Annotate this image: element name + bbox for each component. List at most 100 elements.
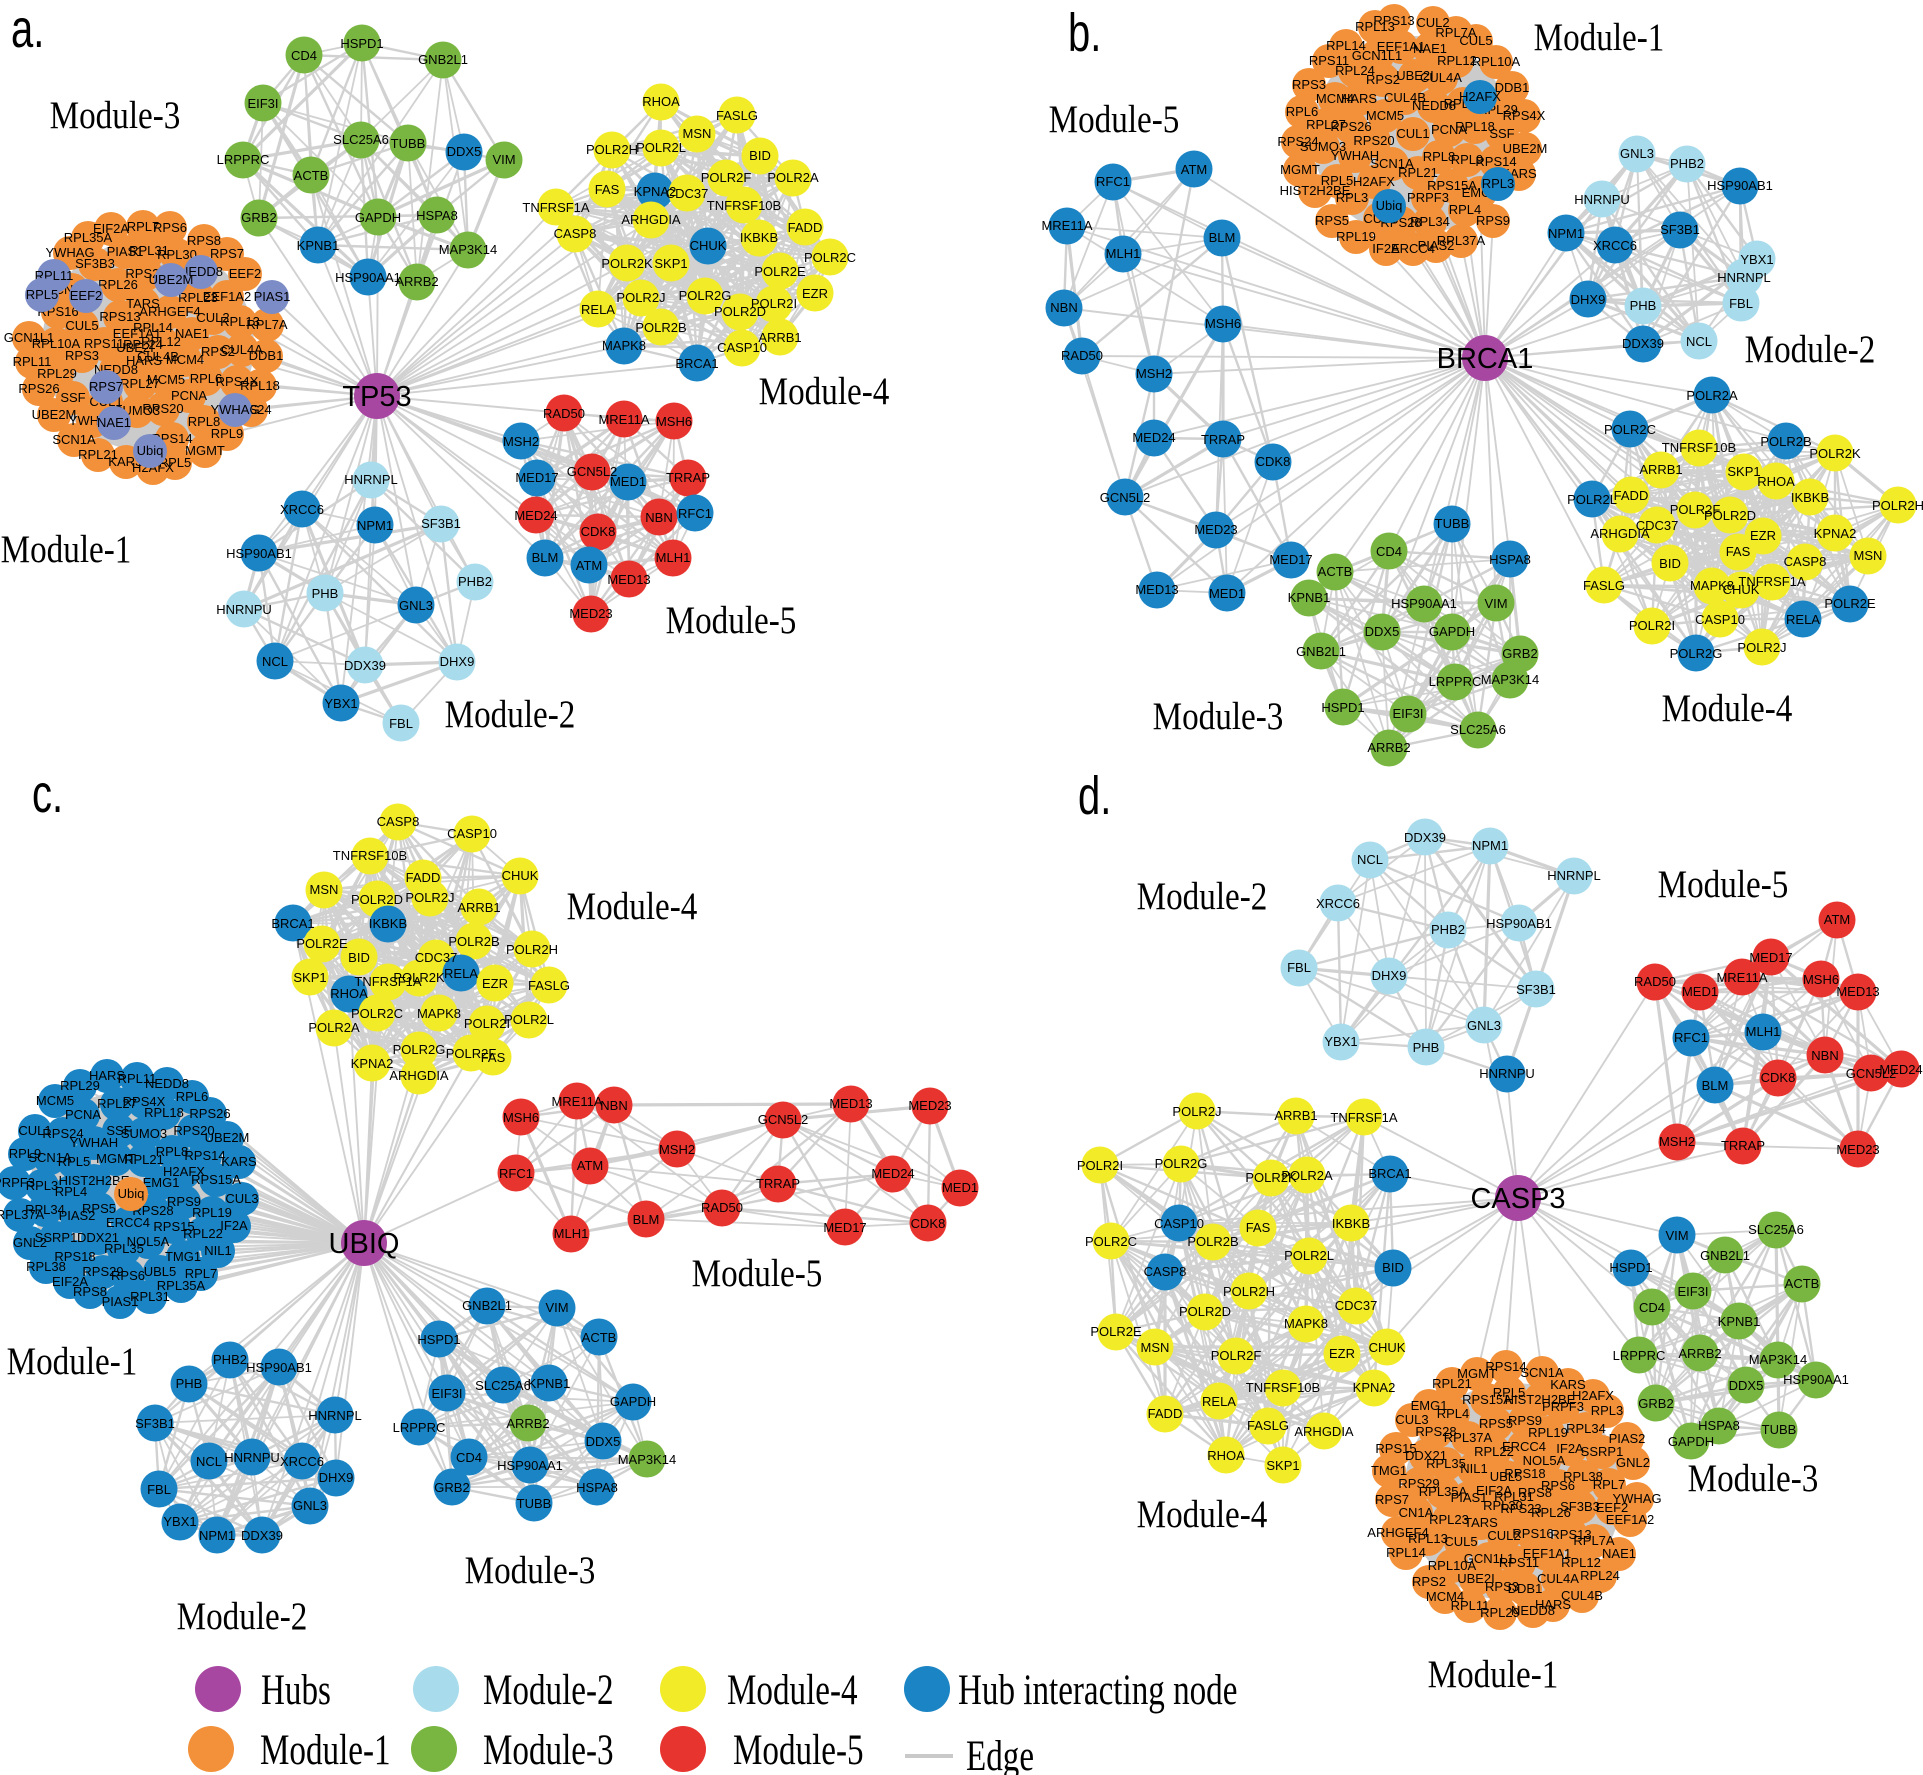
svg-text:EEF2: EEF2 <box>1596 1500 1629 1515</box>
svg-text:Module-3: Module-3 <box>465 1549 596 1592</box>
svg-text:LRPPRC: LRPPRC <box>1429 674 1482 689</box>
svg-text:Module-4: Module-4 <box>1137 1493 1268 1536</box>
svg-text:VIM: VIM <box>545 1300 568 1315</box>
svg-text:RPL22: RPL22 <box>1474 1444 1514 1459</box>
svg-text:SF3B1: SF3B1 <box>421 516 461 531</box>
svg-text:PIAS2: PIAS2 <box>1609 1431 1646 1446</box>
svg-text:HSP90AB1: HSP90AB1 <box>1486 916 1552 931</box>
svg-text:BLM: BLM <box>1209 230 1236 245</box>
svg-text:IF2A: IF2A <box>220 1218 248 1233</box>
svg-text:RPL9: RPL9 <box>9 1146 42 1161</box>
svg-text:UBE2I: UBE2I <box>1457 1571 1495 1586</box>
svg-text:CUL4A: CUL4A <box>1537 1571 1579 1586</box>
svg-text:PIAS2: PIAS2 <box>59 1208 96 1223</box>
svg-text:SF3B1: SF3B1 <box>1516 982 1556 997</box>
svg-text:MED23: MED23 <box>1194 522 1237 537</box>
svg-text:CHUK: CHUK <box>1369 1340 1406 1355</box>
svg-text:TARS: TARS <box>1464 1515 1498 1530</box>
svg-text:RFC1: RFC1 <box>499 1166 533 1181</box>
svg-text:TARS: TARS <box>126 296 160 311</box>
svg-text:MLH1: MLH1 <box>554 1226 589 1241</box>
svg-text:POLR2G: POLR2G <box>679 288 732 303</box>
svg-text:RPS8: RPS8 <box>187 233 221 248</box>
svg-text:POLR2F: POLR2F <box>1670 502 1721 517</box>
svg-text:RPL3: RPL3 <box>26 1178 59 1193</box>
svg-text:H2AFX: H2AFX <box>163 1164 205 1179</box>
svg-text:CDC37: CDC37 <box>415 950 458 965</box>
svg-text:POLR2A: POLR2A <box>1281 1168 1333 1183</box>
svg-text:YWHAH: YWHAH <box>1331 148 1379 163</box>
svg-text:HSPD1: HSPD1 <box>1609 1260 1652 1275</box>
svg-text:RHOA: RHOA <box>1207 1448 1245 1463</box>
svg-text:RPL26: RPL26 <box>98 277 138 292</box>
svg-text:CDC37: CDC37 <box>1636 518 1679 533</box>
svg-text:GRB2: GRB2 <box>1638 1396 1673 1411</box>
svg-text:Module-1: Module-1 <box>260 1727 391 1774</box>
svg-text:NAE1: NAE1 <box>1413 41 1447 56</box>
svg-text:EIF2A: EIF2A <box>52 1274 88 1289</box>
svg-text:HARS: HARS <box>1535 1597 1571 1612</box>
svg-text:ARRB2: ARRB2 <box>506 1416 549 1431</box>
svg-text:Module-4: Module-4 <box>1662 687 1793 730</box>
svg-text:RPL19: RPL19 <box>1336 229 1376 244</box>
svg-text:BLM: BLM <box>532 550 559 565</box>
svg-text:RPL10A: RPL10A <box>32 336 81 351</box>
svg-text:DDB1: DDB1 <box>249 348 284 363</box>
svg-text:MSH2: MSH2 <box>659 1142 695 1157</box>
svg-text:POLR2G: POLR2G <box>393 1042 446 1057</box>
svg-text:RPL18: RPL18 <box>1455 119 1495 134</box>
svg-text:MSH6: MSH6 <box>656 414 692 429</box>
svg-text:HIST2H2BE: HIST2H2BE <box>1505 1392 1576 1407</box>
svg-text:POLR2J: POLR2J <box>405 890 454 905</box>
svg-text:ARHGDIA: ARHGDIA <box>1294 1424 1354 1439</box>
svg-text:ARHGDIA: ARHGDIA <box>1590 526 1650 541</box>
svg-text:FAS: FAS <box>481 1050 506 1065</box>
svg-text:YBX1: YBX1 <box>1324 1034 1357 1049</box>
svg-text:GNL3: GNL3 <box>1467 1018 1501 1033</box>
svg-text:YWHAG: YWHAG <box>1612 1491 1661 1506</box>
svg-text:RPL34: RPL34 <box>1566 1421 1606 1436</box>
svg-text:UBE2M: UBE2M <box>149 272 194 287</box>
svg-text:POLR2H: POLR2H <box>1872 498 1923 513</box>
svg-text:RPL3: RPL3 <box>1591 1403 1624 1418</box>
svg-text:HNRNPL: HNRNPL <box>1717 270 1770 285</box>
svg-text:MSH2: MSH2 <box>1136 366 1172 381</box>
svg-text:RPS5: RPS5 <box>82 1201 116 1216</box>
svg-text:MED24: MED24 <box>871 1166 914 1181</box>
svg-text:PRPF3: PRPF3 <box>1542 1399 1584 1414</box>
svg-text:RPS29: RPS29 <box>1398 1476 1439 1491</box>
svg-text:NAE1: NAE1 <box>175 326 209 341</box>
svg-text:RPL6: RPL6 <box>1286 104 1319 119</box>
svg-text:POLR2K: POLR2K <box>601 256 653 271</box>
svg-text:TRRAP: TRRAP <box>756 1176 800 1191</box>
svg-text:POLR2B: POLR2B <box>1760 434 1811 449</box>
svg-text:ARRB2: ARRB2 <box>1678 1346 1721 1361</box>
svg-text:MRE11A: MRE11A <box>598 412 649 427</box>
svg-text:CUL4B: CUL4B <box>1384 90 1426 105</box>
svg-text:HSPA8: HSPA8 <box>1698 1418 1740 1433</box>
svg-text:TMG1: TMG1 <box>165 1249 201 1264</box>
svg-text:GNB2L1: GNB2L1 <box>1296 644 1346 659</box>
svg-text:SLC25A6: SLC25A6 <box>333 132 389 147</box>
svg-text:ACTB: ACTB <box>294 168 329 183</box>
svg-text:RPL35: RPL35 <box>1426 1456 1466 1471</box>
svg-text:BRCA1: BRCA1 <box>675 356 718 371</box>
svg-text:HSPD1: HSPD1 <box>340 36 383 51</box>
svg-text:MED17: MED17 <box>1269 552 1312 567</box>
svg-text:DDX5: DDX5 <box>1729 1378 1764 1393</box>
svg-text:MSH2: MSH2 <box>1659 1134 1695 1149</box>
svg-text:XRCC6: XRCC6 <box>280 502 324 517</box>
svg-text:HSP90AB1: HSP90AB1 <box>1707 178 1773 193</box>
svg-text:DDX5: DDX5 <box>586 1434 621 1449</box>
svg-text:PIAS2: PIAS2 <box>1418 238 1455 253</box>
svg-text:RPS26: RPS26 <box>189 1106 230 1121</box>
svg-text:HSP90AB1: HSP90AB1 <box>226 546 292 561</box>
svg-text:MSN: MSN <box>1854 548 1883 563</box>
svg-text:RPL7: RPL7 <box>127 219 160 234</box>
svg-text:RPL35A: RPL35A <box>157 1278 206 1293</box>
svg-text:Module-2: Module-2 <box>1137 875 1268 918</box>
svg-text:CDK8: CDK8 <box>1256 454 1291 469</box>
svg-text:EIF3I: EIF3I <box>247 96 278 111</box>
svg-text:RPL3: RPL3 <box>1482 176 1515 191</box>
svg-text:RPL29: RPL29 <box>1480 1605 1520 1620</box>
